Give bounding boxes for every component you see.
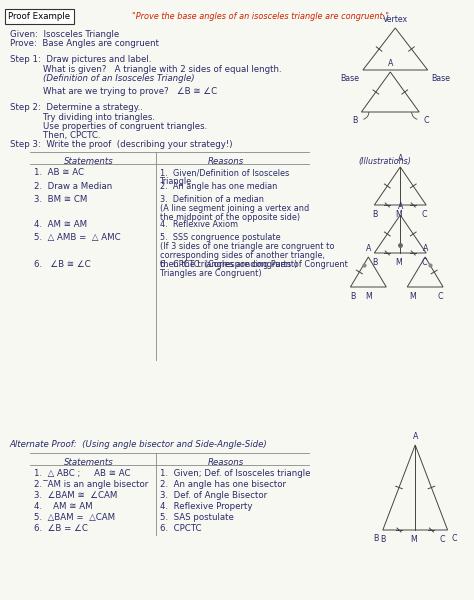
Text: C: C xyxy=(423,116,428,125)
Text: 4.  AM ≅ AM: 4. AM ≅ AM xyxy=(34,220,87,229)
Text: Reasons: Reasons xyxy=(208,157,244,166)
Text: Base: Base xyxy=(432,74,451,83)
Text: Triangle: Triangle xyxy=(160,177,192,186)
Text: What are we trying to prove?   ∠B ≅ ∠C: What are we trying to prove? ∠B ≅ ∠C xyxy=(44,87,218,96)
Text: Step 1:  Draw pictures and label.: Step 1: Draw pictures and label. xyxy=(9,55,151,64)
Text: A: A xyxy=(398,154,403,163)
Text: Given:  Isosceles Triangle: Given: Isosceles Triangle xyxy=(9,30,119,39)
Text: A: A xyxy=(365,244,371,253)
Text: M: M xyxy=(410,535,417,544)
Text: B: B xyxy=(374,534,379,543)
Text: Then, CPCTC.: Then, CPCTC. xyxy=(44,131,101,140)
Text: 1.  AB ≅ AC: 1. AB ≅ AC xyxy=(34,168,83,177)
Text: 6.  CPCTC  (Corresponding Parts of Congruent: 6. CPCTC (Corresponding Parts of Congrue… xyxy=(160,260,348,269)
Text: 5.  SSS congruence postulate: 5. SSS congruence postulate xyxy=(160,233,281,242)
Text: Prove:  Base Angles are congruent: Prove: Base Angles are congruent xyxy=(9,39,159,48)
Text: 5.  △BAM =  △CAM: 5. △BAM = △CAM xyxy=(34,513,115,522)
Text: Alternate Proof:  (Using angle bisector and Side-Angle-Side): Alternate Proof: (Using angle bisector a… xyxy=(9,440,267,449)
Text: Statements: Statements xyxy=(64,458,114,467)
Text: B: B xyxy=(381,535,386,544)
Text: Statements: Statements xyxy=(64,157,114,166)
Text: 1.  △ ABC ;     AB ≅ AC: 1. △ ABC ; AB ≅ AC xyxy=(34,469,130,478)
Text: the midpoint of the opposite side): the midpoint of the opposite side) xyxy=(160,213,300,222)
Text: B: B xyxy=(350,292,355,301)
Text: 2.  An angle has one bisector: 2. An angle has one bisector xyxy=(160,480,286,489)
Text: Use properties of congruent triangles.: Use properties of congruent triangles. xyxy=(44,122,208,131)
Text: C: C xyxy=(439,535,445,544)
Text: Base: Base xyxy=(340,74,359,83)
Text: 1.  Given; Def. of Isosceles triangle: 1. Given; Def. of Isosceles triangle xyxy=(160,469,310,478)
Text: corresponding sides of another triangle,: corresponding sides of another triangle, xyxy=(160,251,325,260)
Text: M: M xyxy=(395,210,401,219)
Text: Reasons: Reasons xyxy=(208,458,244,467)
Text: B: B xyxy=(373,210,378,219)
Text: 3.  BM ≅ CM: 3. BM ≅ CM xyxy=(34,195,87,204)
Text: B: B xyxy=(373,258,378,267)
Text: A: A xyxy=(422,244,428,253)
Text: 6.  CPCTC: 6. CPCTC xyxy=(160,524,201,533)
Text: M: M xyxy=(409,292,416,301)
Text: 2.  An angle has one median: 2. An angle has one median xyxy=(160,182,277,191)
Text: Step 2:  Determine a strategy..: Step 2: Determine a strategy.. xyxy=(9,103,143,112)
Text: A: A xyxy=(398,202,403,211)
Text: B: B xyxy=(352,116,357,125)
Text: M: M xyxy=(365,292,372,301)
Text: 4.  Reflexive Property: 4. Reflexive Property xyxy=(160,502,253,511)
Text: Step 3:  Write the proof  (describing your strategy!): Step 3: Write the proof (describing your… xyxy=(9,140,232,149)
Text: C: C xyxy=(452,534,457,543)
Text: 4.    AM ≅ AM: 4. AM ≅ AM xyxy=(34,502,92,511)
Text: (Illustrations): (Illustrations) xyxy=(359,157,412,166)
Text: 3.  ∠BAM ≅  ∠CAM: 3. ∠BAM ≅ ∠CAM xyxy=(34,491,117,500)
Text: C: C xyxy=(438,292,443,301)
Text: (If 3 sides of one triangle are congruent to: (If 3 sides of one triangle are congruen… xyxy=(160,242,335,251)
Text: (Definition of an Isosceles Triangle): (Definition of an Isosceles Triangle) xyxy=(44,74,195,83)
Text: What is given?   A triangle with 2 sides of equal length.: What is given? A triangle with 2 sides o… xyxy=(44,65,282,74)
Text: Triangles are Congruent): Triangles are Congruent) xyxy=(160,269,262,278)
Text: Vertex: Vertex xyxy=(383,15,408,24)
Text: Try dividing into triangles.: Try dividing into triangles. xyxy=(44,113,155,122)
Text: A: A xyxy=(388,59,393,68)
Text: (A line segment joining a vertex and: (A line segment joining a vertex and xyxy=(160,204,310,213)
Text: 3.  Definition of a median: 3. Definition of a median xyxy=(160,195,264,204)
Text: 2.  ̅AM is an angle bisector: 2. ̅AM is an angle bisector xyxy=(34,480,148,489)
Text: 4.  Reflexive Axiom: 4. Reflexive Axiom xyxy=(160,220,238,229)
Text: C: C xyxy=(421,258,427,267)
Text: 3.  Def. of Angle Bisector: 3. Def. of Angle Bisector xyxy=(160,491,267,500)
Text: 5.  SAS postulate: 5. SAS postulate xyxy=(160,513,234,522)
Text: 2.  Draw a Median: 2. Draw a Median xyxy=(34,182,112,191)
Text: M: M xyxy=(395,258,401,267)
Text: C: C xyxy=(421,210,427,219)
Text: A: A xyxy=(412,432,418,441)
Text: Proof Example: Proof Example xyxy=(9,12,71,21)
Text: 6.  ∠B = ∠C: 6. ∠B = ∠C xyxy=(34,524,87,533)
Text: 5.  △ AMB =  △ AMC: 5. △ AMB = △ AMC xyxy=(34,233,120,242)
Text: "Prove the base angles of an isosceles triangle are congruent.": "Prove the base angles of an isosceles t… xyxy=(132,12,389,21)
Text: then the triangles are congruent): then the triangles are congruent) xyxy=(160,260,298,269)
Text: 1.  Given/Definition of Isosceles: 1. Given/Definition of Isosceles xyxy=(160,168,289,177)
Text: 6.   ∠B ≅ ∠C: 6. ∠B ≅ ∠C xyxy=(34,260,90,269)
FancyBboxPatch shape xyxy=(5,9,74,24)
